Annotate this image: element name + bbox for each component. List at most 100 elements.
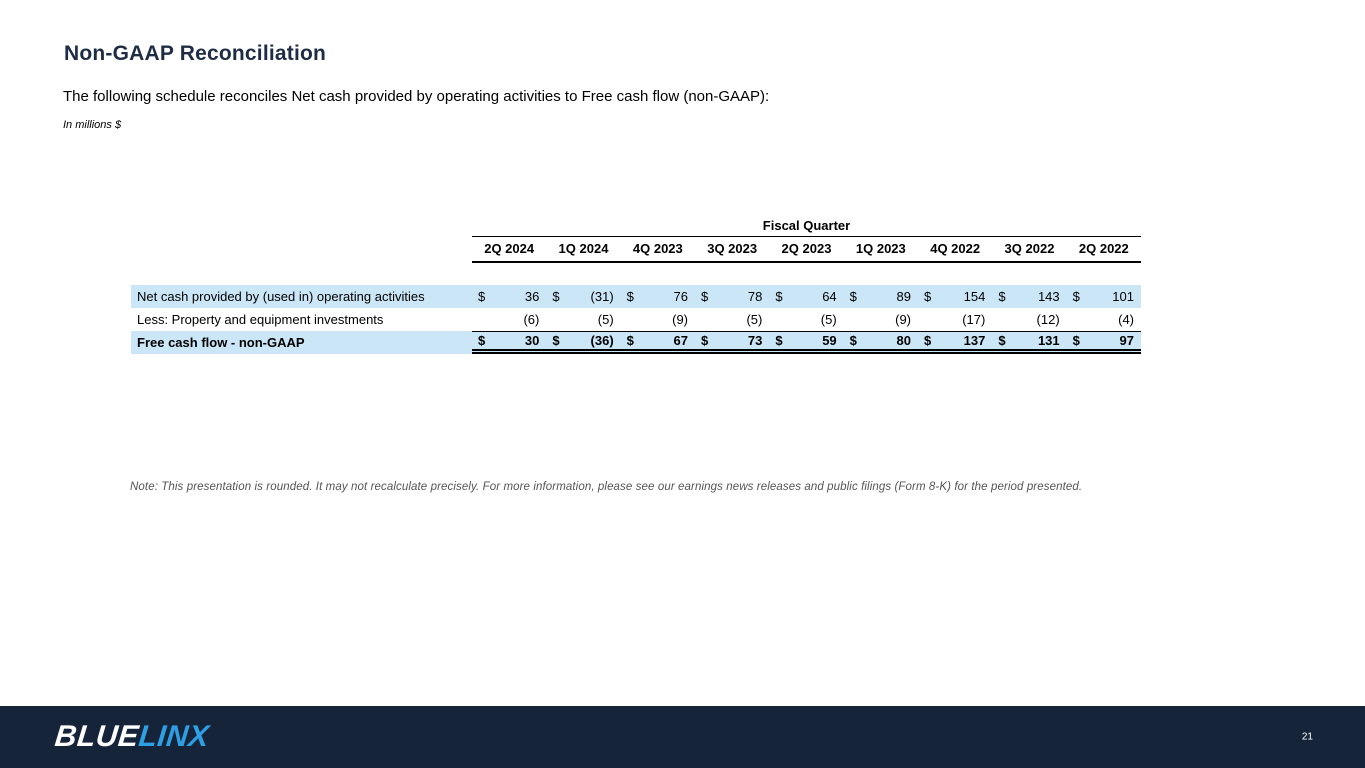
- currency-symbol: $: [552, 333, 560, 348]
- cell-value: (5): [820, 312, 837, 327]
- cell-value: 101: [1112, 289, 1134, 304]
- fiscal-quarter-header: Fiscal Quarter: [472, 218, 1141, 237]
- currency-symbol: $: [998, 333, 1006, 348]
- currency-symbol: $: [478, 289, 486, 304]
- table-cell: $36: [472, 285, 546, 308]
- table-cell: $73: [695, 332, 769, 349]
- cell-value: (6): [523, 312, 540, 327]
- page-number: 21: [1301, 731, 1313, 743]
- currency-symbol: $: [626, 289, 634, 304]
- table-cell: $101: [1067, 285, 1141, 308]
- table-row-operating-cash: Net cash provided by (used in) operating…: [131, 285, 1141, 308]
- currency-symbol: $: [552, 289, 560, 304]
- cell-value: (17): [962, 312, 986, 327]
- cell-value: 154: [963, 289, 986, 304]
- row-values: (6) (5) (9) (5) (5) (9) (17) (12) (4): [472, 308, 1141, 331]
- bluelinx-logo: BLUELINX: [53, 720, 211, 754]
- currency-symbol: $: [849, 333, 857, 348]
- column-header: 4Q 2023: [632, 241, 683, 256]
- currency-symbol: $: [701, 289, 709, 304]
- column-header: 2Q 2022: [1078, 241, 1129, 256]
- currency-symbol: $: [701, 333, 709, 348]
- logo-linx-text: LINX: [136, 720, 211, 753]
- table-cell: (9): [844, 308, 918, 331]
- cell-value: (36): [590, 333, 614, 348]
- cell-value: (5): [597, 312, 614, 327]
- table-cell: $ (31): [546, 285, 620, 308]
- table-cell: $80: [844, 332, 918, 349]
- currency-symbol: $: [998, 289, 1006, 304]
- currency-symbol: $: [775, 333, 783, 348]
- cell-value: (12): [1036, 312, 1060, 327]
- cell-value: (9): [672, 312, 688, 327]
- table-cell: $59: [769, 332, 843, 349]
- table-cell: $137: [918, 332, 992, 349]
- row-values: $30 $ (36) $67 $73 $59 $80 $137 $131 $97: [472, 331, 1141, 354]
- slide-footnote: Note: This presentation is rounded. It m…: [130, 481, 1083, 493]
- table-row-free-cash-flow: Free cash flow - non-GAAP $30 $ (36) $67 …: [131, 331, 1141, 354]
- column-header-spacer: [131, 237, 472, 263]
- column-header: 4Q 2022: [930, 241, 981, 256]
- column-header: 3Q 2023: [707, 241, 758, 256]
- column-header: 2Q 2023: [781, 241, 832, 256]
- table-cell: (9): [621, 308, 695, 331]
- currency-symbol: $: [849, 289, 857, 304]
- currency-symbol: $: [924, 333, 932, 348]
- column-header: 1Q 2024: [558, 241, 609, 256]
- table-cell: $78: [695, 285, 769, 308]
- currency-symbol: $: [775, 289, 783, 304]
- table-cell: (12): [992, 308, 1066, 331]
- cell-value: 73: [747, 333, 763, 348]
- table-gap-row: [131, 263, 1141, 285]
- row-values: $36 $ (31) $76 $78 $64 $89 $154 $143 $101: [472, 285, 1141, 308]
- cell-value: 76: [673, 289, 688, 304]
- table-row-capex: Less: Property and equipment investments…: [131, 308, 1141, 331]
- currency-symbol: $: [626, 333, 634, 348]
- table-cell: $64: [769, 285, 843, 308]
- slide-subtitle: The following schedule reconciles Net ca…: [63, 88, 770, 105]
- cell-value: 137: [963, 333, 986, 348]
- cell-value: 131: [1037, 333, 1060, 348]
- cell-value: 78: [747, 289, 763, 304]
- cell-value: 89: [896, 289, 911, 304]
- cell-value: (9): [895, 312, 911, 327]
- cell-value: 30: [524, 333, 540, 348]
- table-cell: (4): [1067, 308, 1141, 331]
- row-label: Net cash provided by (used in) operating…: [137, 289, 425, 304]
- currency-symbol: $: [1072, 289, 1080, 304]
- table-cell: $30: [472, 332, 546, 349]
- column-header: 1Q 2023: [855, 241, 906, 256]
- table-cell: $131: [992, 332, 1066, 349]
- cell-value: 67: [673, 333, 688, 348]
- table-column-header-row: 2Q 2024 1Q 2024 4Q 2023 3Q 2023 2Q 2023 …: [131, 237, 1141, 263]
- table-cell: $ (36): [546, 332, 620, 349]
- table-group-header-row: Fiscal Quarter: [131, 218, 1141, 237]
- table-cell: (6): [472, 308, 546, 331]
- currency-symbol: $: [1072, 333, 1080, 348]
- row-label: Free cash flow - non-GAAP: [137, 335, 305, 350]
- table-cell: $67: [621, 332, 695, 349]
- cell-value: 143: [1037, 289, 1060, 304]
- table-cell: $97: [1067, 332, 1141, 349]
- page-title: Non-GAAP Reconciliation: [64, 42, 327, 65]
- row-label: Less: Property and equipment investments: [137, 312, 384, 327]
- cell-value: (31): [590, 289, 614, 304]
- table-cell: $76: [621, 285, 695, 308]
- table-cell: $143: [992, 285, 1066, 308]
- reconciliation-table: Fiscal Quarter 2Q 2024 1Q 2024 4Q 2023 3…: [131, 218, 1141, 354]
- table-cell: (5): [546, 308, 620, 331]
- table-cell: (17): [918, 308, 992, 331]
- logo-blue-text: BLUE: [53, 720, 141, 753]
- cell-value: 36: [524, 289, 540, 304]
- cell-value: 80: [896, 333, 911, 348]
- table-cell: (5): [769, 308, 843, 331]
- column-header: 3Q 2022: [1004, 241, 1055, 256]
- table-cell: $154: [918, 285, 992, 308]
- currency-symbol: $: [478, 333, 486, 348]
- cell-value: 97: [1119, 333, 1134, 348]
- table-cell: (5): [695, 308, 769, 331]
- cell-value: 64: [822, 289, 837, 304]
- units-note: In millions $: [63, 119, 122, 131]
- group-header-spacer: [131, 218, 472, 237]
